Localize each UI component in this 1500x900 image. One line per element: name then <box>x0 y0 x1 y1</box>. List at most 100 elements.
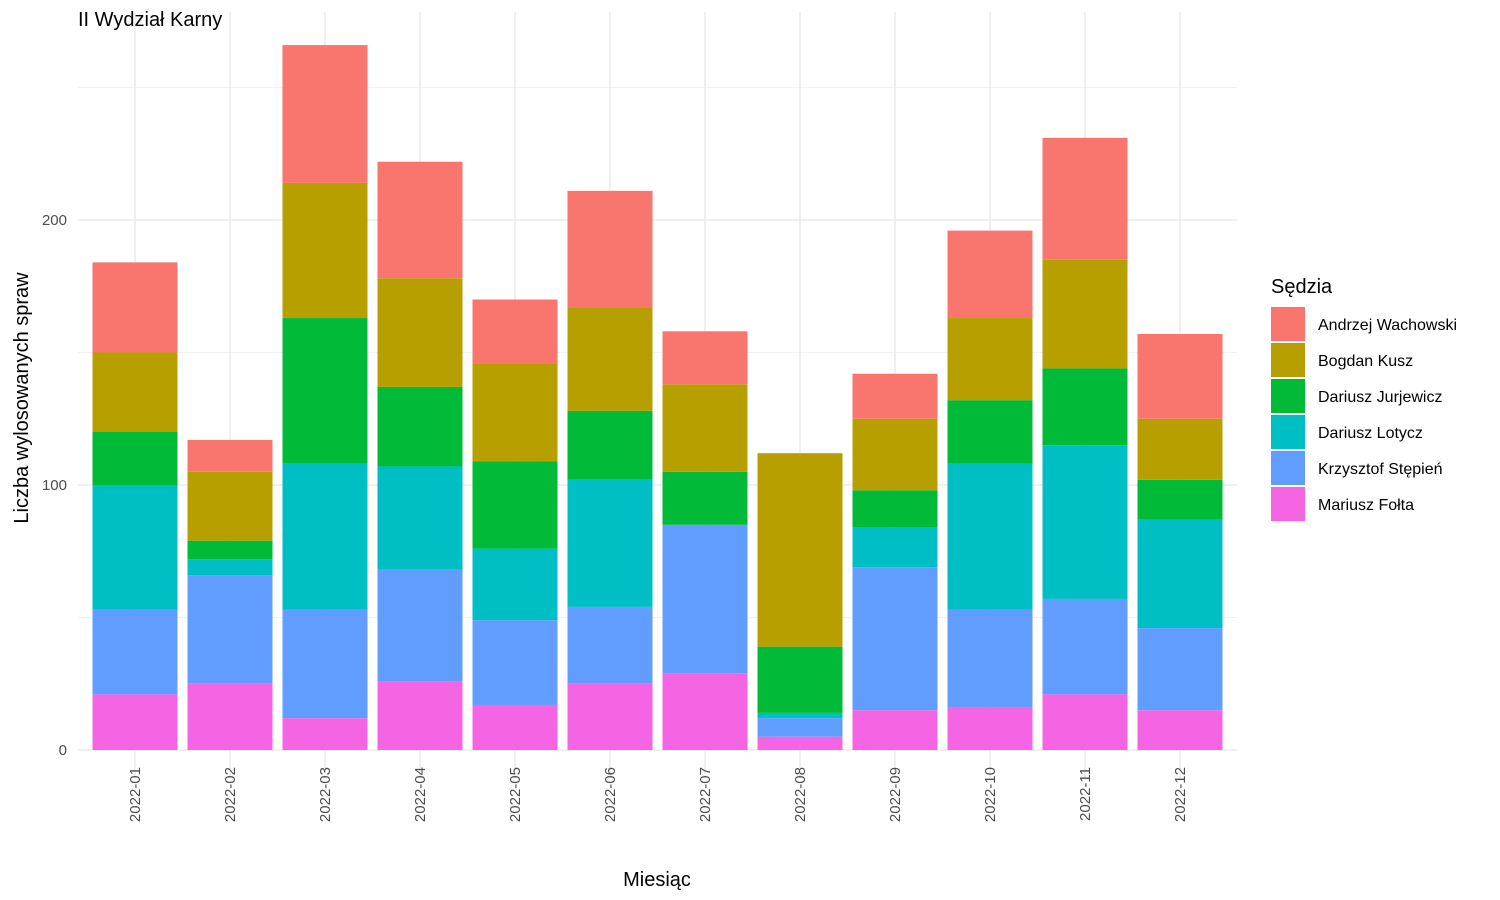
x-tick-label: 2022-06 <box>602 767 619 822</box>
y-tick-label: 0 <box>59 742 67 759</box>
bar-segment <box>187 683 273 750</box>
bar-segment <box>1137 333 1223 419</box>
bar-segment <box>282 609 368 719</box>
bar-segment <box>377 681 463 750</box>
bar-segment <box>1137 479 1223 520</box>
legend-label: Andrzej Wachowski <box>1318 317 1457 334</box>
bar-segment <box>1137 519 1223 629</box>
bar-segment <box>852 490 938 528</box>
y-axis-title: Liczba wylosowanych spraw <box>11 272 33 524</box>
bar-segment <box>187 471 273 541</box>
bar-segment <box>472 461 558 549</box>
x-tick-label: 2022-02 <box>222 767 239 822</box>
bar-segment <box>947 230 1033 319</box>
bar-segment <box>1042 259 1128 369</box>
bar-segment <box>92 352 178 432</box>
bar-segment <box>757 712 843 719</box>
bar-segment <box>852 527 938 568</box>
bar-segment <box>92 432 178 485</box>
legend-title: Sędzia <box>1271 276 1333 298</box>
y-tick-label: 200 <box>42 212 67 229</box>
bar-layer <box>92 45 1223 750</box>
legend-label: Mariusz Fołta <box>1318 497 1414 514</box>
bar-segment <box>852 373 938 419</box>
bar-segment <box>1137 418 1223 480</box>
bar-segment <box>757 646 843 713</box>
legend-label: Bogdan Kusz <box>1318 353 1413 370</box>
bar-segment <box>757 453 843 647</box>
legend-swatch <box>1271 415 1305 449</box>
bar-segment <box>187 559 273 576</box>
bar-segment <box>187 540 273 560</box>
legend-swatch <box>1271 343 1305 377</box>
legend: Andrzej Wachowski Bogdan Kusz Dariusz Jurj… <box>1271 307 1457 521</box>
bar-segment <box>472 363 558 462</box>
bar-segment <box>1137 710 1223 750</box>
x-tick-label: 2022-07 <box>697 767 714 822</box>
x-tick-label: 2022-01 <box>127 767 144 822</box>
bar-segment <box>282 463 368 610</box>
bar-segment <box>92 485 178 610</box>
bar-segment <box>757 718 843 737</box>
legend-label: Krzysztof Stępień <box>1318 461 1443 478</box>
x-tick-label: 2022-09 <box>887 767 904 822</box>
legend-swatch <box>1271 307 1305 341</box>
bar-segment <box>852 710 938 750</box>
bar-segment <box>92 694 178 750</box>
legend-label: Dariusz Lotycz <box>1318 425 1423 442</box>
bar-segment <box>947 609 1033 708</box>
bar-segment <box>852 567 938 711</box>
legend-swatch <box>1271 451 1305 485</box>
bar-segment <box>472 548 558 621</box>
bar-segment <box>852 418 938 491</box>
bar-segment <box>282 45 368 183</box>
x-tick-label: 2022-10 <box>982 767 999 822</box>
bar-segment <box>187 575 273 684</box>
axis-layer: 0 100 200 2022-01 2022-02 2022-03 2022-04 2022-… <box>42 212 1189 822</box>
bar-segment <box>567 307 653 411</box>
x-tick-label: 2022-05 <box>507 767 524 822</box>
bar-segment <box>377 569 463 682</box>
bar-segment <box>472 620 558 705</box>
x-axis-title: Miesiąc <box>623 869 691 891</box>
x-tick-label: 2022-03 <box>317 767 334 822</box>
bar-segment <box>92 262 178 353</box>
x-tick-label: 2022-04 <box>412 767 429 822</box>
bar-segment <box>947 318 1033 401</box>
bar-segment <box>187 439 273 472</box>
bar-segment <box>282 182 368 319</box>
bar-segment <box>567 190 653 308</box>
bar-segment <box>377 161 463 279</box>
bar-segment <box>472 704 558 750</box>
x-tick-label: 2022-08 <box>792 767 809 822</box>
bar-segment <box>1042 445 1128 599</box>
bar-segment <box>377 278 463 387</box>
bar-segment <box>1137 628 1223 711</box>
bar-segment <box>282 318 368 464</box>
bar-segment <box>947 707 1033 750</box>
bar-segment <box>567 479 653 607</box>
bar-segment <box>1042 598 1128 695</box>
bar-segment <box>282 718 368 750</box>
legend-swatch <box>1271 379 1305 413</box>
bar-segment <box>1042 368 1128 446</box>
chart-title: II Wydział Karny <box>78 9 222 31</box>
legend-swatch <box>1271 487 1305 521</box>
bar-segment <box>662 471 748 525</box>
bar-segment <box>662 524 748 674</box>
bar-segment <box>947 463 1033 610</box>
bar-segment <box>662 384 748 472</box>
x-tick-label: 2022-11 <box>1077 767 1094 821</box>
y-tick-label: 100 <box>42 477 67 494</box>
bar-segment <box>1042 694 1128 750</box>
bar-segment <box>377 466 463 570</box>
bar-segment <box>947 400 1033 464</box>
bar-segment <box>662 331 748 385</box>
bar-segment <box>377 386 463 467</box>
bar-segment <box>757 736 843 750</box>
bar-segment <box>567 410 653 480</box>
bar-segment <box>567 683 653 750</box>
bar-segment <box>472 299 558 364</box>
